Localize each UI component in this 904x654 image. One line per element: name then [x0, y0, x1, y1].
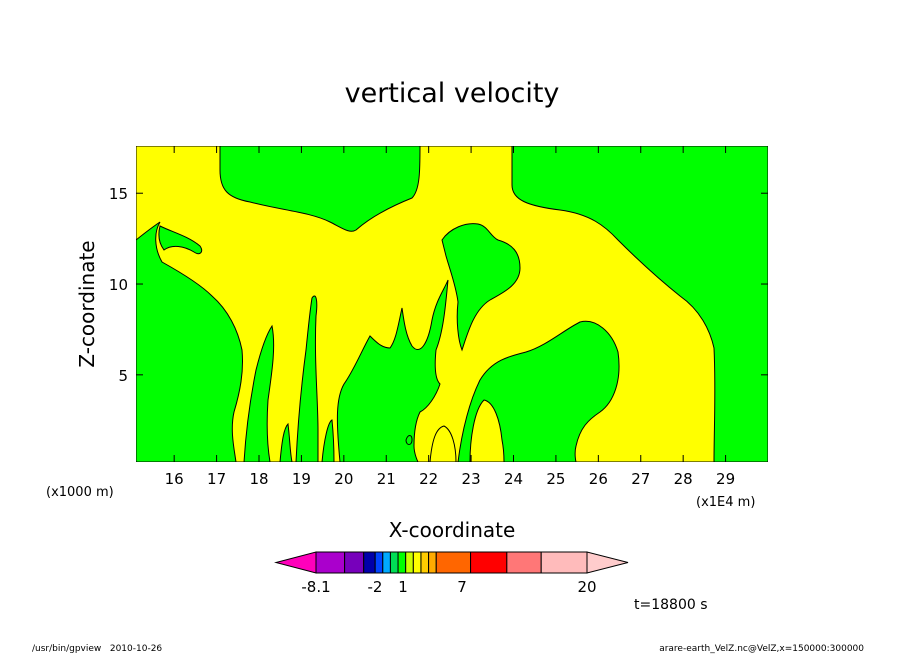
footer-left: /usr/bin/gpview 2010-10-26: [32, 644, 162, 654]
x-tick-label: 21: [377, 470, 396, 488]
colorbar-cell: [506, 551, 542, 574]
x-tick-label: 17: [207, 470, 226, 488]
footer-right: arare-earth_VelZ.nc@VelZ,x=150000:300000: [659, 644, 864, 654]
colorbar: -8.1 -2 1 7 20: [274, 551, 629, 596]
x-tick-label: 16: [165, 470, 184, 488]
contour-region: [279, 422, 293, 462]
x-tick-label: 18: [249, 470, 268, 488]
contour-region: [219, 146, 421, 232]
colorbar-cell: [382, 551, 391, 574]
colorbar-cell: [470, 551, 508, 574]
y-tick-label: 10: [109, 276, 128, 294]
contour-region: [243, 324, 275, 462]
contour-region: [405, 435, 413, 445]
x-tick-label: 29: [716, 470, 735, 488]
colorbar-label: 7: [457, 578, 467, 596]
colorbar-cell: [405, 551, 414, 574]
colorbar-cell: [420, 551, 430, 574]
colorbar-cell: [428, 551, 437, 574]
y-axis-label: Z-coordinate: [75, 240, 99, 367]
colorbar-cell: [397, 551, 407, 574]
x-tick-label: 19: [292, 470, 311, 488]
x-unit-note: (x1000 m): [46, 485, 114, 500]
colorbar-label: 1: [398, 578, 408, 596]
colorbar-cell: [389, 551, 399, 574]
contour-region: [441, 223, 521, 352]
contour-region: [511, 146, 768, 462]
x-tick-label: 26: [589, 470, 608, 488]
colorbar-cell: [435, 551, 472, 574]
x-axis: 16 17 18 19 20 21 22 23 24 25 26 27 28 29: [165, 146, 735, 488]
contour-region: [158, 225, 203, 255]
colorbar-cell: [374, 551, 384, 574]
contour-region: [321, 419, 335, 462]
contour-region: [295, 295, 319, 462]
x-axis-label: X-coordinate: [389, 518, 516, 542]
x-tick-label: 25: [546, 470, 565, 488]
contour-region: [429, 425, 457, 462]
x-tick-label: 23: [462, 470, 481, 488]
colorbar-label: -8.1: [301, 578, 330, 596]
colorbar-cell: [315, 551, 346, 574]
colorbar-cell: [540, 551, 588, 574]
plot-area: [136, 146, 768, 462]
colorbar-cell: [412, 551, 422, 574]
y-tick-label: 15: [109, 185, 128, 203]
x-scale-note: (x1E4 m): [696, 495, 755, 510]
colorbar-label: 20: [577, 578, 596, 596]
colorbar-cell: [363, 551, 376, 574]
x-tick-label: 24: [504, 470, 523, 488]
colorbar-cell: [344, 551, 365, 574]
y-tick-label: 5: [118, 367, 128, 385]
x-tick-label: 27: [631, 470, 650, 488]
contour-region: [469, 399, 505, 462]
contour-region: [136, 221, 243, 462]
x-tick-label: 22: [419, 470, 438, 488]
colorbar-right-arrow: [586, 551, 629, 574]
chart-title: vertical velocity: [345, 78, 560, 109]
time-label: t=18800 s: [634, 597, 708, 613]
y-axis: 5 10 15: [109, 185, 768, 385]
colorbar-label: -2: [368, 578, 383, 596]
x-tick-label: 20: [334, 470, 353, 488]
colorbar-left-arrow: [274, 551, 317, 574]
contour-region: [336, 279, 449, 462]
x-tick-label: 28: [674, 470, 693, 488]
